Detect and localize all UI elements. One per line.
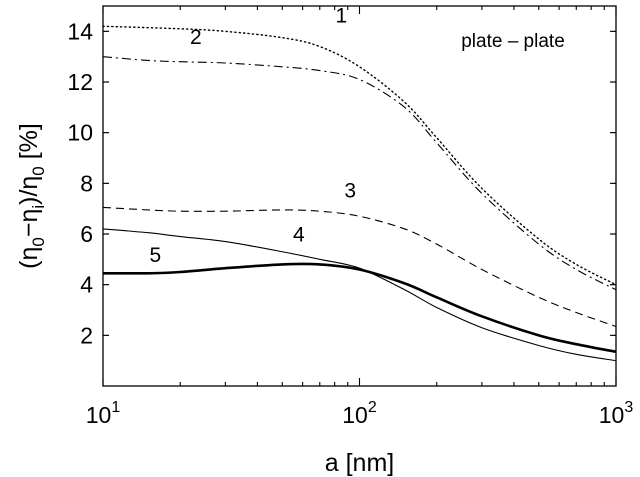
series-line-2 [102,56,617,291]
x-tick-exponent: 1 [111,399,120,416]
plot-frame [102,5,617,387]
series-line-5 [102,262,617,354]
y-tick-label: 8 [80,170,93,196]
y-tick-label: 6 [80,221,93,247]
y-tick-label: 4 [80,272,93,298]
y-axis-ticks: 2 4 6 8 10 12 14 [67,18,616,348]
series-line-3 [102,206,617,327]
series-lines [102,25,617,362]
x-tick-label: 102 [342,399,377,428]
x-tick-label: 101 [86,399,121,428]
series-label-1: 1 [336,4,348,27]
x-axis-label: a [nm] [325,449,394,477]
series-label-2: 2 [190,26,202,49]
plot-annotation: plate – plate [461,31,565,52]
x-tick-base: 10 [86,402,112,428]
x-axis-ticks: 101 102 103 [86,6,634,428]
y-tick-label: 14 [67,18,93,44]
y-tick-label: 10 [67,120,93,146]
x-tick-base: 10 [342,402,368,428]
y-axis-label: (η0−ηi)/η0 [%] [15,123,48,269]
y-tick-label: 2 [80,322,93,348]
x-tick-label: 103 [599,399,634,428]
x-tick-exponent: 2 [368,399,377,416]
y-tick-label: 12 [67,69,93,95]
series-label-4: 4 [293,224,305,247]
x-tick-exponent: 3 [624,399,633,416]
series-label-3: 3 [344,179,356,202]
series-label-5: 5 [150,244,162,267]
x-tick-base: 10 [599,402,625,428]
series-line-4 [102,228,617,362]
series-labels: 1 2 3 4 5 [150,4,357,266]
series-line-1 [102,25,617,286]
